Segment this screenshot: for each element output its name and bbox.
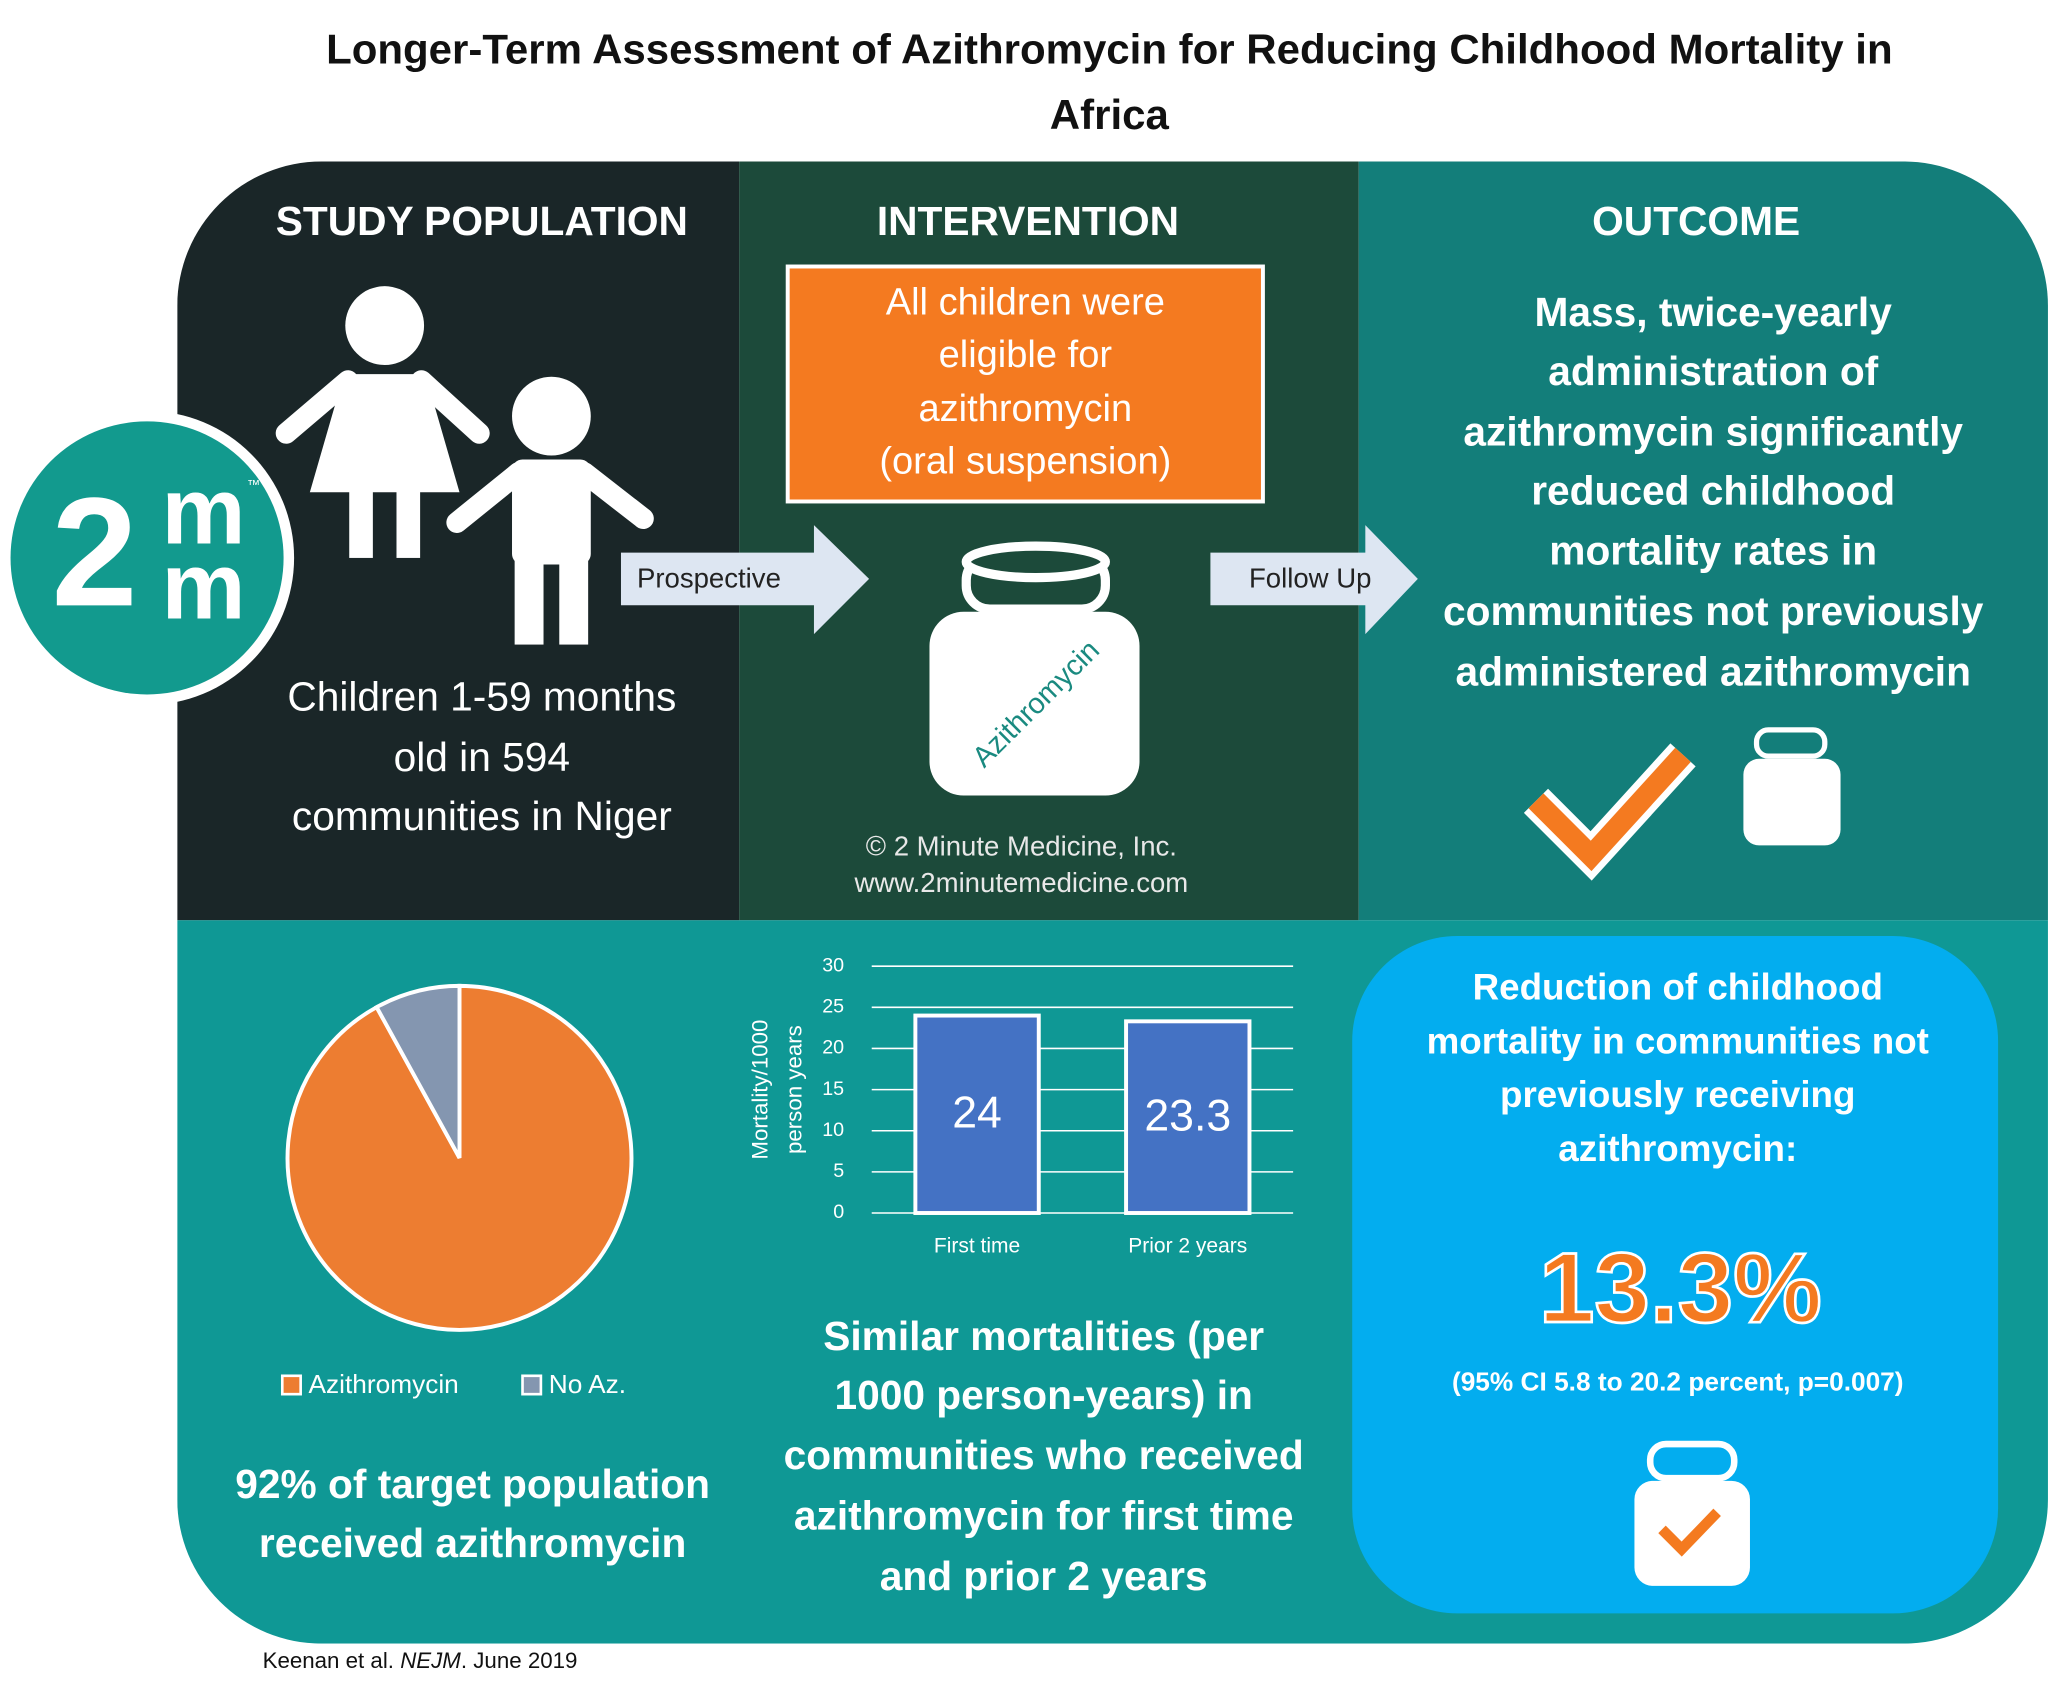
icon-part <box>396 485 421 558</box>
legend-swatch <box>521 1374 543 1396</box>
children-icon <box>275 286 654 645</box>
result-text: azithromycin: <box>1558 1128 1797 1169</box>
checkmark <box>1528 747 1691 872</box>
heading: OUTCOME <box>1592 198 1800 244</box>
bar <box>1124 1019 1252 1215</box>
legend-swatch <box>280 1374 302 1396</box>
small-bottle <box>1743 727 1841 846</box>
study-text: Children 1-59 months <box>287 673 676 719</box>
y-tick-label: 20 <box>822 1037 844 1059</box>
citation-authors: Keenan et al. <box>263 1648 401 1673</box>
bottle-cap <box>1646 1440 1738 1482</box>
outcome-text: azithromycin significantly <box>1463 408 1963 454</box>
icon-part <box>345 286 425 365</box>
citation: Keenan et al. NEJM. June 2019 <box>263 1648 578 1673</box>
bottle-body <box>1743 758 1841 846</box>
icon-part <box>512 376 591 456</box>
bottle: Azithromycin <box>929 541 1140 796</box>
result-value: 13.3% <box>1539 1233 1822 1344</box>
panel-outcome <box>1358 161 2048 921</box>
bottle-cap <box>1753 727 1828 759</box>
pie-slice <box>373 983 462 1159</box>
logo-digit: 2 <box>51 465 137 638</box>
logo-letter: m <box>161 533 245 639</box>
bar-caption: and prior 2 years <box>880 1553 1208 1599</box>
bar-caption: 1000 person-years) in <box>834 1372 1252 1418</box>
outcome-text: communities not previously <box>1443 588 1984 634</box>
title-line: Longer-Term Assessment of Azithromycin f… <box>326 26 1893 73</box>
bar-caption: Similar mortalities (per <box>823 1313 1264 1359</box>
outcome-text: reduced childhood <box>1531 467 1895 513</box>
y-axis-label: person years <box>781 1025 806 1154</box>
legend-label: Azithromycin <box>309 1369 459 1399</box>
heading: STUDY POPULATION <box>276 198 688 244</box>
y-tick-label: 0 <box>833 1201 844 1223</box>
heading: INTERVENTION <box>877 198 1179 244</box>
icon-part <box>446 462 530 533</box>
outcome-text: administered azithromycin <box>1455 649 1971 695</box>
result-bottle <box>1634 1440 1750 1586</box>
box-text: eligible for <box>939 334 1113 376</box>
result-ci: (95% CI 5.8 to 20.2 percent, p=0.007) <box>1452 1367 1904 1397</box>
box-text: All children were <box>886 282 1165 324</box>
copyright: © 2 Minute Medicine, Inc. <box>866 830 1177 861</box>
icon-part <box>559 557 589 645</box>
bar <box>913 1013 1041 1215</box>
box-text: azithromycin <box>918 388 1132 430</box>
bottle-cap <box>961 541 1110 583</box>
charts: Azithromycin No Az. 0 5 10 15 20 25 30 Mortality/… <box>280 954 1294 1399</box>
bar-caption: communities who received <box>784 1432 1304 1478</box>
box-text: (oral suspension) <box>879 440 1171 482</box>
outcome-text: administration of <box>1548 348 1878 394</box>
citation-journal: NEJM <box>400 1648 461 1673</box>
pie-caption: 92% of target population <box>235 1461 710 1507</box>
bottle-body <box>929 611 1140 796</box>
logo-circle <box>10 421 284 695</box>
result-box <box>1352 936 1999 1614</box>
y-tick-label: 15 <box>822 1078 844 1100</box>
title-line: Africa <box>1050 91 1170 138</box>
outcome-text: mortality rates in <box>1549 528 1877 574</box>
y-axis-label: Mortality/1000 <box>747 1020 772 1160</box>
icon-part <box>573 462 654 530</box>
bar-value-label: 24 <box>952 1088 1002 1137</box>
result-text: previously receiving <box>1500 1074 1855 1115</box>
icon-part <box>512 459 591 565</box>
icon-part <box>309 374 460 493</box>
logo-mark: ™ <box>247 477 260 492</box>
arrow-label: Prospective <box>637 563 781 594</box>
arrow-label: Follow Up <box>1249 563 1371 594</box>
x-tick-label: First time <box>934 1235 1020 1258</box>
icon-part <box>349 485 373 558</box>
outcome-text: Mass, twice-yearly <box>1535 289 1893 335</box>
y-tick-label: 30 <box>822 954 844 976</box>
y-tick-label: 25 <box>822 996 844 1018</box>
icon-part <box>514 557 544 645</box>
logo-letter: m <box>161 459 245 565</box>
bar-caption: azithromycin for first time <box>794 1493 1294 1539</box>
result-text: mortality in communities not <box>1427 1020 1929 1061</box>
arrow <box>620 525 870 635</box>
y-tick-label: 10 <box>822 1119 844 1141</box>
icon-part <box>410 370 490 444</box>
result-text: Reduction of childhood <box>1473 967 1883 1008</box>
arrow <box>1210 525 1418 635</box>
study-text: communities in Niger <box>292 793 672 839</box>
pie-slice <box>285 983 634 1332</box>
intervention-box <box>785 264 1265 504</box>
icon-part <box>275 370 359 444</box>
citation-date: . June 2019 <box>461 1648 578 1673</box>
pie-caption: received azithromycin <box>259 1520 686 1566</box>
x-tick-label: Prior 2 years <box>1128 1235 1247 1258</box>
study-text: old in 594 <box>394 734 570 780</box>
legend-label: No Az. <box>549 1369 626 1399</box>
y-tick-label: 5 <box>833 1160 844 1182</box>
checkmark <box>1658 1508 1721 1557</box>
website: www.2minutemedicine.com <box>853 867 1188 898</box>
bar-value-label: 23.3 <box>1144 1091 1231 1140</box>
